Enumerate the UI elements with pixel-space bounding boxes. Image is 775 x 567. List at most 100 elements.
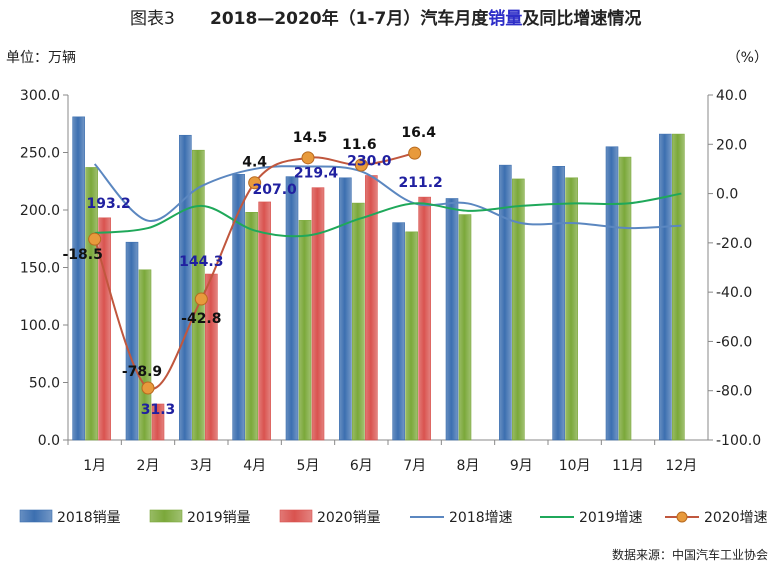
- marker-2020增速: [301, 151, 315, 165]
- right-tick-label: -60.0: [716, 334, 752, 350]
- left-tick-label: 300.0: [20, 88, 60, 104]
- line-2018增速: [93, 163, 682, 230]
- bar-2018销量: [552, 166, 565, 441]
- bar-2019销量: [672, 133, 685, 441]
- x-tick-label: 10月: [559, 458, 591, 474]
- bar-2018销量: [125, 241, 139, 441]
- bar-2019销量: [298, 220, 312, 441]
- source-note: 数据来源：中国汽车工业协会: [612, 547, 768, 562]
- line-2019增速: [94, 192, 682, 238]
- left-tick-label: 150.0: [20, 261, 60, 277]
- bar-2018销量: [72, 116, 85, 441]
- x-tick-label: 1月: [83, 458, 106, 474]
- legend-label: 2020增速: [704, 510, 768, 526]
- x-tick-label: 12月: [665, 458, 697, 474]
- marker-2020增速: [88, 232, 102, 246]
- chart-title-highlight: 销量: [488, 8, 522, 29]
- bar-2019销量: [245, 212, 258, 441]
- left-tick-label: 100.0: [20, 318, 60, 334]
- legend-swatch-2020销量: [279, 509, 313, 523]
- bar-2019销量: [352, 202, 365, 441]
- bar-value-label: 207.0: [253, 182, 298, 198]
- legend-label: 2018增速: [449, 510, 513, 526]
- legend-label: 2018销量: [57, 510, 121, 526]
- right-tick-label: -20.0: [716, 236, 752, 252]
- bar-value-label: 144.3: [179, 254, 223, 270]
- growth-value-label: -78.9: [122, 364, 162, 380]
- marker-2020增速: [141, 381, 155, 395]
- right-tick-label: -40.0: [716, 285, 752, 301]
- x-tick-label: 3月: [190, 458, 213, 474]
- bar-2018销量: [179, 134, 192, 441]
- legend: 2018销量 2019销量 2020销量 2018增速 2019增速 2020增速: [19, 509, 768, 526]
- bar-value-label: 193.2: [87, 196, 131, 212]
- bar-2020销量: [311, 187, 325, 441]
- bar-2019销量: [458, 214, 472, 441]
- bar-2020销量: [205, 273, 218, 441]
- right-axis-unit: （%）: [727, 50, 768, 66]
- x-tick-label: 6月: [350, 458, 373, 474]
- legend-swatch-2019销量: [149, 509, 183, 523]
- x-tick-label: 4月: [243, 458, 266, 474]
- left-tick-label: 250.0: [20, 146, 60, 162]
- bar-2018销量: [285, 176, 299, 441]
- bar-2020销量: [418, 196, 431, 441]
- bar-2019销量: [138, 269, 152, 441]
- line-2020增速: [93, 152, 415, 390]
- left-tick-label: 50.0: [29, 376, 60, 392]
- bar-2018销量: [339, 177, 352, 441]
- x-tick-label: 11月: [612, 458, 644, 474]
- growth-value-label: 4.4: [242, 155, 267, 171]
- growth-value-label: -18.5: [62, 247, 102, 263]
- x-tick-label: 5月: [297, 458, 320, 474]
- growth-value-label: -42.8: [181, 311, 221, 327]
- marker-2020增速: [408, 146, 422, 160]
- x-tick-label: 9月: [510, 458, 533, 474]
- right-tick-label: 40.0: [716, 88, 747, 104]
- chart-title-part-2: 及同比增速情况: [522, 8, 641, 29]
- bar-2018销量: [499, 164, 512, 441]
- bar-2020销量: [98, 217, 111, 441]
- bar-2019销量: [618, 156, 632, 441]
- right-tick-label: -100.0: [716, 433, 761, 449]
- bar-2018销量: [605, 146, 619, 441]
- x-tick-label: 2月: [137, 458, 160, 474]
- bar-2018销量: [659, 133, 672, 441]
- bar-2019销量: [405, 231, 418, 441]
- chart-title: 2018—2020年（1-7月）汽车月度销量及同比增速情况: [210, 8, 641, 29]
- legend-label: 2019增速: [579, 510, 643, 526]
- lines: [88, 146, 682, 395]
- bar-2018销量: [392, 222, 405, 441]
- bar-value-label: 230.0: [347, 154, 392, 170]
- x-tick-label: 8月: [457, 458, 480, 474]
- growth-value-label: 11.6: [342, 137, 377, 153]
- bar-2020销量: [151, 403, 165, 441]
- right-tick-label: 20.0: [716, 137, 747, 153]
- legend-swatch-2018销量: [19, 509, 53, 523]
- growth-value-label: 16.4: [401, 125, 436, 141]
- axes: 0.0 50.0 100.0 150.0 200.0 250.0 300.0 -100.0 -8…: [20, 88, 761, 474]
- left-tick-label: 200.0: [20, 203, 60, 219]
- bar-2019销量: [565, 177, 578, 441]
- bar-2018销量: [232, 174, 245, 441]
- legend-label: 2019销量: [187, 510, 251, 526]
- bar-2019销量: [512, 178, 525, 441]
- x-tick-label: 7月: [403, 458, 426, 474]
- bars: [72, 116, 685, 441]
- marker-2020增速: [194, 292, 208, 306]
- right-tick-label: 0.0: [716, 187, 738, 203]
- left-tick-label: 0.0: [38, 433, 60, 449]
- left-axis-unit: 单位：万辆: [6, 50, 76, 66]
- marker-2020增速: [248, 176, 262, 190]
- growth-value-label: 14.5: [293, 130, 328, 146]
- marker-2020增速: [354, 158, 368, 172]
- right-tick-label: -80.0: [716, 384, 752, 400]
- chart-title-part-1: 2018—2020年（1-7月）汽车月度: [210, 8, 489, 29]
- legend-marker-2020增速: [676, 511, 688, 523]
- legend-label: 2020销量: [317, 510, 381, 526]
- bar-2018销量: [445, 198, 459, 441]
- bar-2020销量: [258, 201, 271, 441]
- bar-value-label: 31.3: [141, 402, 176, 418]
